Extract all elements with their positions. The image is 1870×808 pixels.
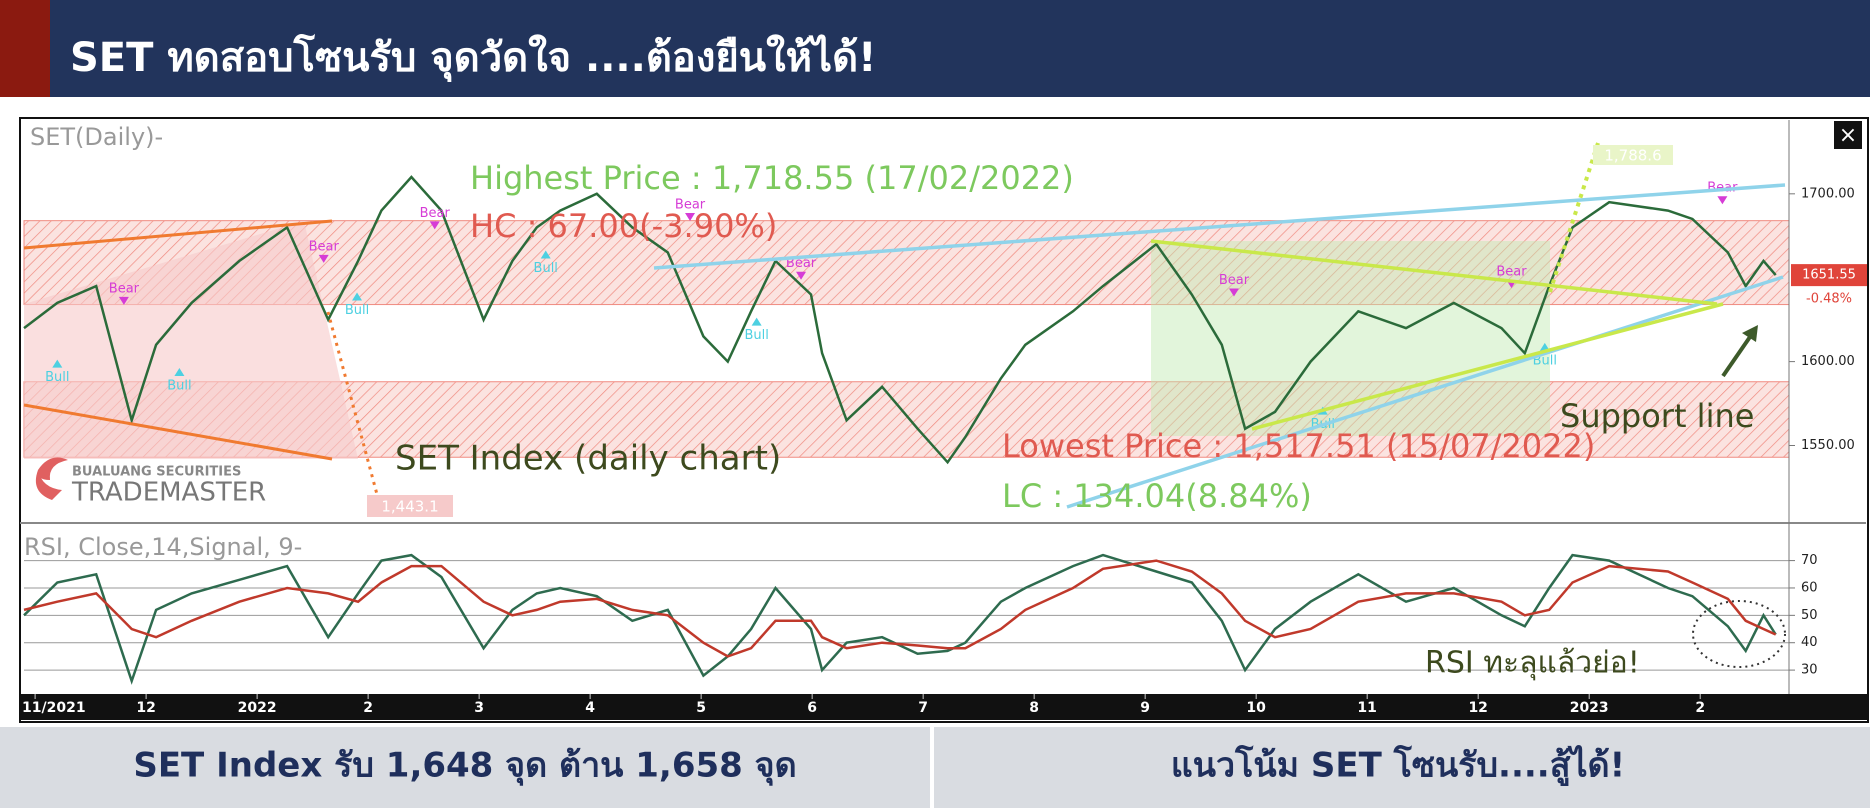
annotation: Support line [1560, 397, 1754, 435]
x-tick-label: 2 [1695, 700, 1705, 716]
signal-label: Bull [45, 370, 69, 385]
signal-label: Bear [786, 256, 817, 271]
y-tick-label: 40 [1801, 635, 1818, 650]
signal-label: Bear [309, 239, 340, 254]
signal-arrow [52, 359, 63, 368]
x-tick-label: 12 [136, 700, 155, 716]
signal-label: Bear [109, 281, 140, 296]
x-axis-bar [20, 694, 1868, 720]
y-tick-label: 60 [1801, 580, 1818, 595]
signal-arrow [540, 250, 551, 259]
label-box [367, 495, 453, 517]
x-tick-label: 2 [363, 700, 373, 716]
x-tick-label: 8 [1029, 700, 1039, 716]
y-tick-label: 1550.00 [1801, 438, 1855, 453]
y-tick-label: 1700.00 [1801, 186, 1855, 201]
y-tick-label: 1600.00 [1801, 354, 1855, 369]
series-line [23, 553, 1777, 685]
x-tick-label: 7 [918, 700, 928, 716]
header-bar [0, 0, 1870, 97]
arrow-head [1742, 325, 1758, 342]
x-tick-label: 3 [474, 700, 484, 716]
signal-label: Bear [675, 197, 706, 212]
y-tick-label: 70 [1801, 553, 1818, 568]
trend-line [1150, 239, 1718, 306]
panel-label: RSI, Close,14,Signal, 9- [24, 533, 302, 561]
trend-line [326, 311, 384, 514]
signal-arrow [1228, 288, 1239, 297]
signal-arrow [685, 212, 696, 221]
signal-label: Bull [167, 378, 191, 393]
trend-line [23, 219, 333, 250]
series-line [23, 175, 1777, 465]
footer-left: SET Index รับ 1,648 จุด ต้าน 1,658 จุด [133, 746, 796, 787]
signal-label: Bull [534, 261, 558, 276]
label-box [1593, 145, 1673, 165]
arrow [1721, 332, 1754, 378]
signal-label: Bear [1219, 273, 1250, 288]
annotation: Highest Price : 1,718.55 (17/02/2022) [470, 159, 1074, 197]
annotation: HC : 67.00(-3.90%) [470, 207, 777, 245]
trend-line [653, 183, 1786, 270]
annotation: LC : 134.04(8.84%) [1002, 477, 1312, 515]
signal-arrow [429, 221, 440, 230]
logo-name: TRADEMASTER [71, 478, 266, 508]
trend-line [1251, 302, 1724, 431]
annotation: RSI ทะลุแล้วย่อ! [1425, 646, 1640, 682]
signal-label: Bear [1496, 265, 1527, 280]
signal-arrow [352, 292, 363, 301]
price-tag-label: 1651.55 [1802, 268, 1856, 283]
close-button[interactable] [1834, 121, 1862, 149]
x-tick-label: 11/2021 [22, 700, 86, 716]
x-tick-label: 10 [1246, 700, 1266, 716]
logo-top: BUALUANG SECURITIES [72, 465, 241, 480]
annotation: SET Index (daily chart) [395, 439, 781, 479]
x-tick-label: 6 [807, 700, 817, 716]
x-tick-label: 2023 [1570, 700, 1609, 716]
change-label: -0.48% [1806, 292, 1852, 307]
x-tick-label: 4 [585, 700, 595, 716]
x-tick-label: 9 [1140, 700, 1150, 716]
signal-arrow [318, 254, 329, 263]
series-line [23, 559, 1777, 658]
signal-arrow [1717, 196, 1728, 205]
signal-arrow [796, 271, 807, 280]
close-icon: × [1839, 123, 1857, 148]
signal-arrow [118, 296, 129, 305]
price-tag [1791, 264, 1867, 287]
signal-arrow [751, 317, 762, 326]
annotation: 1,443.1 [381, 498, 438, 516]
annotation: 1,788.6 [1604, 147, 1661, 165]
header-title: SET ทดสอบโซนรับ จุดวัดใจ ....ต้องยืนให้ไ… [70, 34, 876, 83]
panel-label: SET(Daily)- [30, 123, 163, 151]
signal-label: Bull [744, 328, 768, 343]
header-accent [0, 0, 50, 97]
footer-box [0, 727, 930, 808]
signal-label: Bull [345, 303, 369, 318]
highlight-ellipse [1692, 600, 1786, 668]
annotation: Lowest Price : 1,517.51 (15/07/2022) [1002, 427, 1595, 465]
pink-area [24, 221, 358, 459]
footer-box [934, 727, 1870, 808]
y-tick-label: 50 [1801, 608, 1818, 623]
logo-icon [35, 457, 68, 500]
y-tick-label: 30 [1801, 663, 1818, 678]
signal-label: Bear [420, 206, 451, 221]
trend-line [23, 403, 333, 461]
support-line [1066, 275, 1784, 509]
green-area [1151, 241, 1550, 436]
x-tick-label: 12 [1468, 700, 1487, 716]
signal-arrow [174, 367, 185, 376]
x-tick-label: 5 [696, 700, 706, 716]
x-tick-label: 2022 [238, 700, 277, 716]
footer-right: แนวโน้ม SET โซนรับ....สู้ได้! [1171, 745, 1625, 787]
x-tick-label: 11 [1357, 700, 1376, 716]
